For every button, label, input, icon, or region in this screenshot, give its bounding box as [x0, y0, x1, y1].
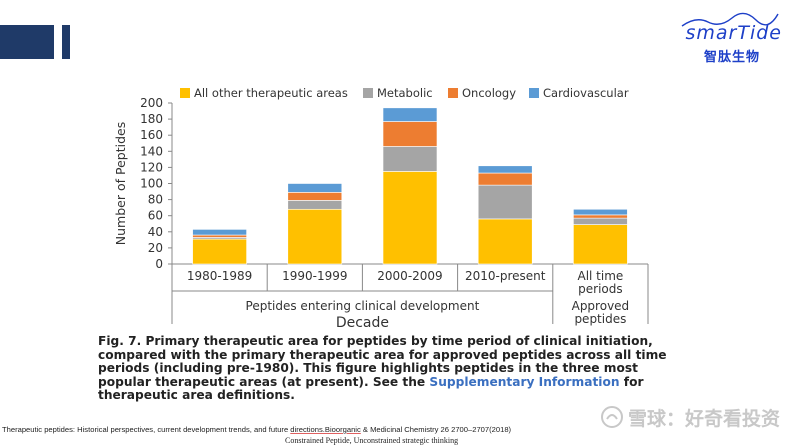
bar-segment [382, 121, 438, 147]
bar-segment [573, 208, 628, 216]
xueqiu-watermark: 雪球：好奇看投资 [600, 404, 780, 431]
slogan-text: Constrained Peptide, Unconstrained strat… [285, 436, 459, 445]
legend-swatch [180, 88, 190, 98]
legend-label: Metabolic [377, 86, 433, 100]
logo-wave-icon [681, 12, 779, 27]
bar-segment [192, 238, 247, 265]
y-tick-label: 140 [140, 144, 163, 158]
citation-volume: & Medicinal Chemistry 26 2700–2707(2018) [360, 425, 512, 434]
watermark-text: 雪球：好奇看投资 [627, 409, 780, 430]
bar-segment [477, 184, 533, 220]
bar-segment [573, 224, 628, 265]
bar-segment [192, 234, 247, 238]
y-tick-label: 160 [140, 128, 163, 142]
bar-segment [382, 107, 438, 122]
x-axis-label: Decade [336, 315, 389, 331]
bar-segment [287, 192, 343, 201]
y-tick-label: 0 [155, 257, 163, 271]
group-label: Approved [572, 299, 630, 313]
y-tick-label: 20 [148, 241, 163, 255]
x-tick-label: 2010-present [465, 269, 546, 283]
caption-text-end: for therapeutic area definitions. [98, 374, 644, 403]
x-tick-label: 1990-1999 [282, 269, 347, 283]
legend-label: Cardiovascular [543, 86, 629, 100]
legend-label: All other therapeutic areas [194, 86, 348, 100]
bar-segment [192, 229, 247, 236]
snowball-icon [600, 406, 623, 428]
y-tick-label: 120 [140, 160, 163, 174]
bar-segment [477, 218, 533, 265]
y-tick-label: 200 [140, 96, 163, 110]
bar-segment [287, 183, 343, 193]
legend-swatch [363, 88, 373, 98]
y-axis-label: Number of Peptides [113, 122, 128, 245]
x-tick-label: periods [578, 282, 622, 296]
header-accent-bar [0, 25, 54, 59]
figure-caption: Fig. 7. Primary therapeutic area for pep… [98, 334, 668, 403]
bar-segment [573, 214, 628, 219]
legend-swatch [448, 88, 458, 98]
smartide-logo: smarTide 智肽生物 [672, 6, 782, 64]
x-tick-label: 2000-2009 [377, 269, 442, 283]
citation-journal: directions.Bioorganic [290, 425, 361, 434]
caption-text: Primary therapeutic area for peptides by… [98, 334, 667, 389]
citation-text: Therapeutic peptides: Historical perspec… [2, 425, 291, 434]
source-citation: Therapeutic peptides: Historical perspec… [2, 425, 511, 434]
legend-swatch [529, 88, 539, 98]
group-label: Peptides entering clinical development [246, 299, 480, 313]
y-tick-label: 80 [148, 193, 163, 207]
bar-segment [382, 146, 438, 172]
y-tick-label: 60 [148, 209, 163, 223]
bar-segment [477, 165, 533, 174]
bar-segment [573, 217, 628, 225]
logo-chinese-name: 智肽生物 [703, 49, 760, 64]
bar-segment [382, 171, 438, 265]
header-accent-tick [62, 25, 70, 59]
y-tick-label: 40 [148, 225, 163, 239]
caption-label: Fig. 7. [98, 334, 142, 348]
x-tick-label: All time [577, 269, 623, 283]
y-tick-label: 180 [140, 112, 163, 126]
y-tick-label: 100 [140, 177, 163, 191]
legend-label: Oncology [462, 86, 516, 100]
bar-segment [477, 172, 533, 186]
stacked-bar-chart: 0 20 40 60 80 100 120 140 160 180 200 Number of Pep… [113, 86, 649, 331]
logo-wordmark: smarTide [685, 22, 782, 44]
x-tick-label: 1980-1989 [187, 269, 252, 283]
bar-segment [287, 208, 343, 265]
supplementary-information-link[interactable]: Supplementary Information [429, 374, 620, 389]
group-label: peptides [574, 312, 626, 326]
bar-segment [287, 200, 343, 210]
